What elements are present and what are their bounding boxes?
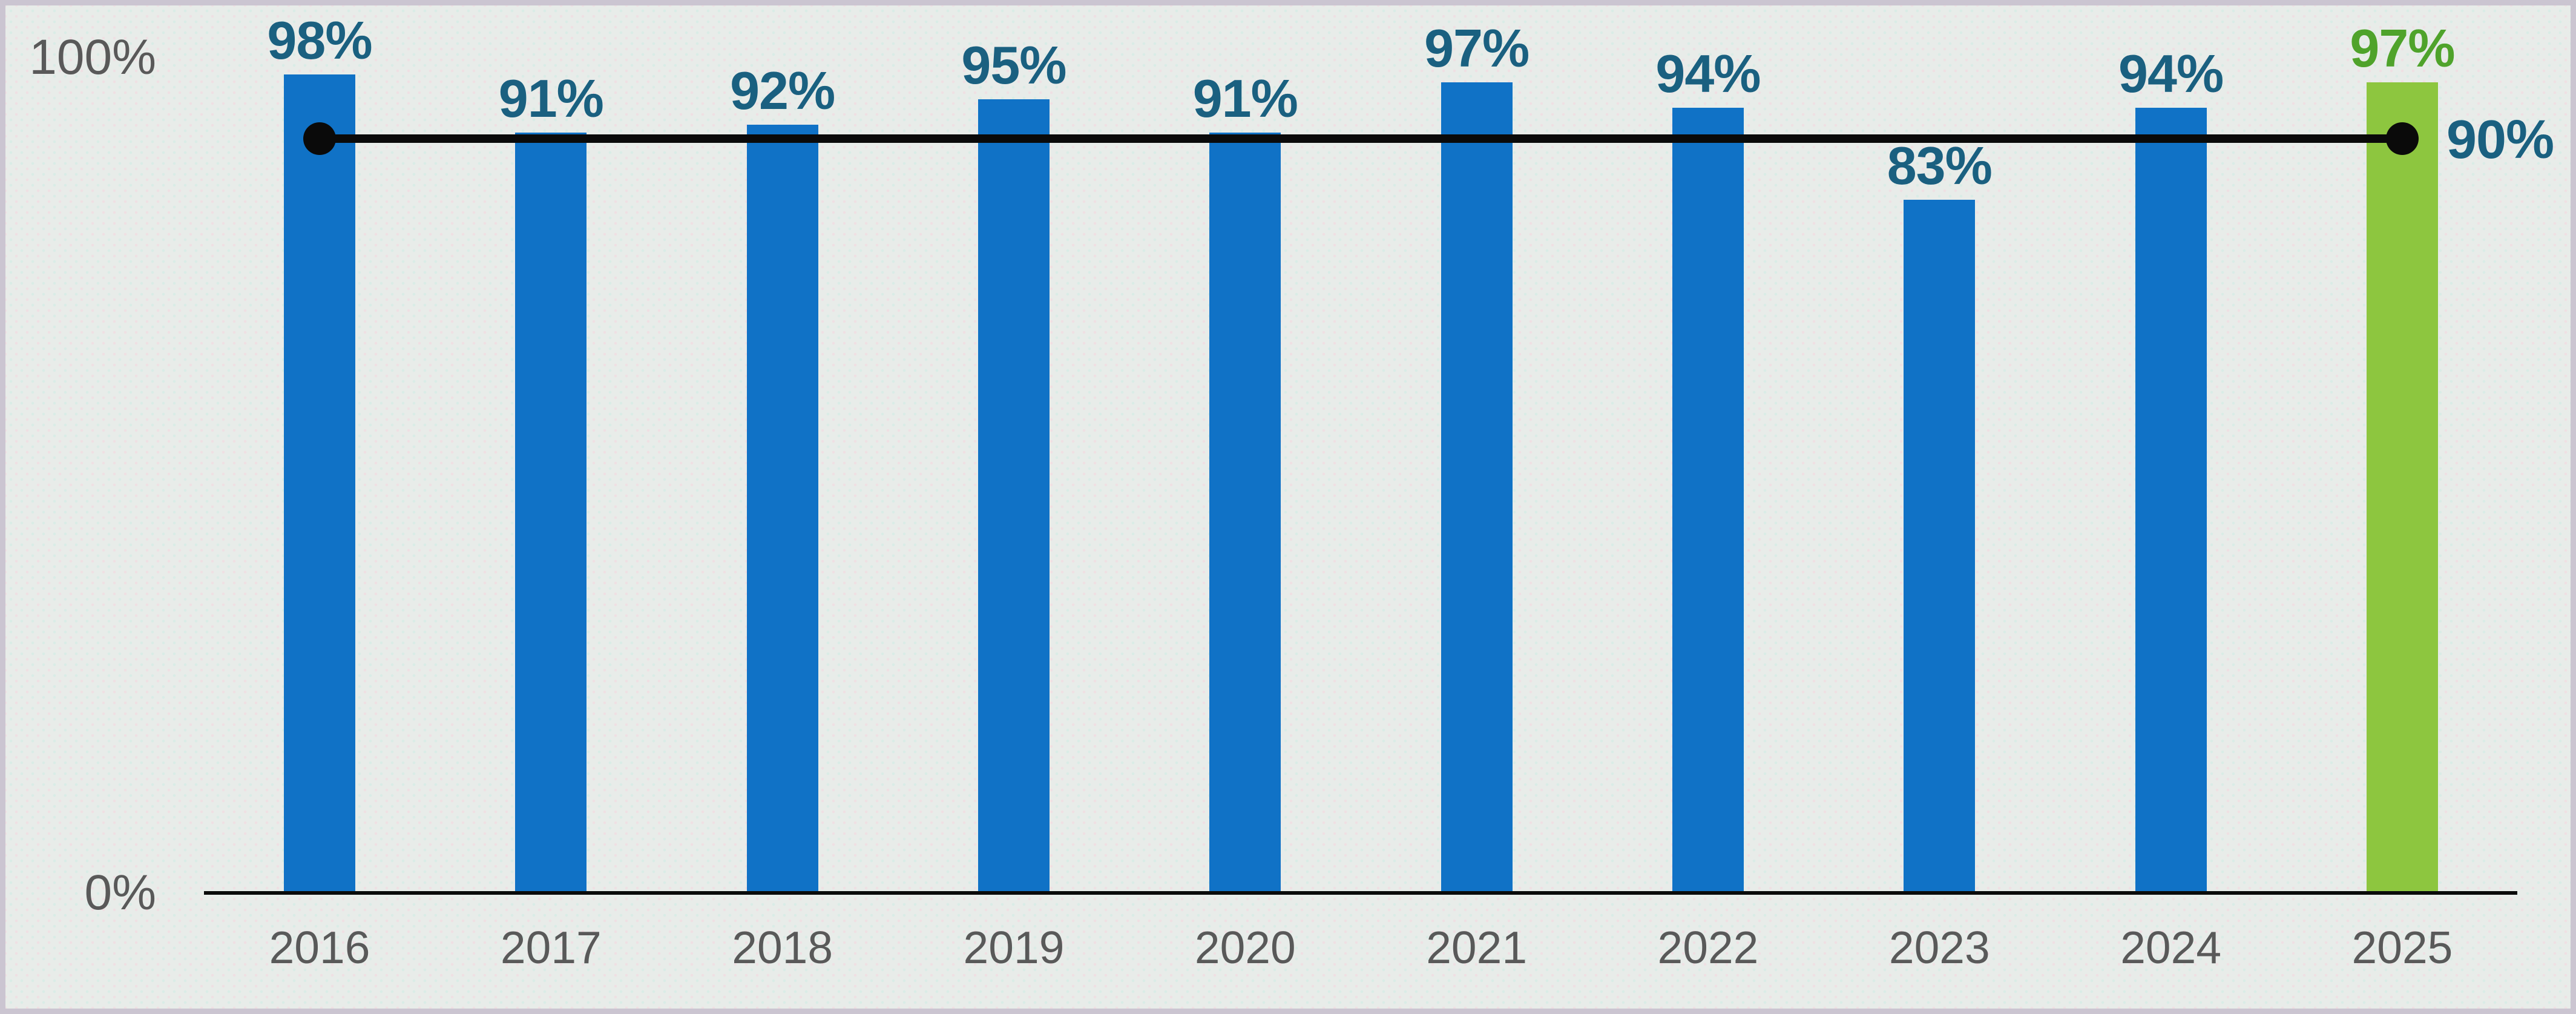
value-label-2025: 97% bbox=[2350, 18, 2455, 79]
x-axis-label-2022: 2022 bbox=[1657, 922, 1759, 973]
value-label-2020: 91% bbox=[1192, 68, 1298, 129]
x-axis-label-2025: 2025 bbox=[2351, 922, 2453, 973]
value-label-2021: 97% bbox=[1424, 18, 1530, 79]
reference-line-90pct bbox=[320, 134, 2402, 143]
reference-line-label: 90% bbox=[2446, 110, 2554, 171]
x-axis-label-2018: 2018 bbox=[732, 922, 833, 973]
reference-dot-start bbox=[303, 122, 336, 156]
bar-2021 bbox=[1441, 82, 1513, 894]
value-label-2022: 94% bbox=[1655, 43, 1761, 104]
bar-2019 bbox=[978, 99, 1050, 894]
bar-2016 bbox=[284, 74, 355, 894]
value-label-2016: 98% bbox=[267, 10, 372, 70]
x-axis-label-2024: 2024 bbox=[2120, 922, 2222, 973]
value-label-2023: 83% bbox=[1887, 135, 1993, 196]
x-axis-label-2016: 2016 bbox=[269, 922, 370, 973]
bar-2018 bbox=[746, 124, 818, 894]
x-axis-label-2020: 2020 bbox=[1194, 922, 1296, 973]
x-axis-line bbox=[204, 891, 2517, 895]
x-axis-label-2019: 2019 bbox=[963, 922, 1065, 973]
bar-2020 bbox=[1209, 133, 1281, 894]
bar-2025 bbox=[2366, 82, 2438, 894]
x-axis-label-2021: 2021 bbox=[1426, 922, 1528, 973]
y-axis-tick-0: 0% bbox=[84, 865, 156, 920]
bar-2024 bbox=[2135, 107, 2207, 894]
reference-dot-end bbox=[2385, 122, 2419, 156]
value-label-2017: 91% bbox=[498, 68, 604, 129]
bar-2023 bbox=[1904, 199, 1976, 894]
bar-2022 bbox=[1672, 107, 1744, 894]
value-label-2018: 92% bbox=[730, 60, 835, 120]
value-label-2024: 94% bbox=[2118, 43, 2224, 104]
x-axis-label-2017: 2017 bbox=[500, 922, 602, 973]
value-label-2019: 95% bbox=[961, 35, 1066, 96]
x-axis-label-2023: 2023 bbox=[1888, 922, 1990, 973]
y-axis-tick-100: 100% bbox=[29, 30, 156, 85]
bar-2017 bbox=[515, 133, 587, 894]
